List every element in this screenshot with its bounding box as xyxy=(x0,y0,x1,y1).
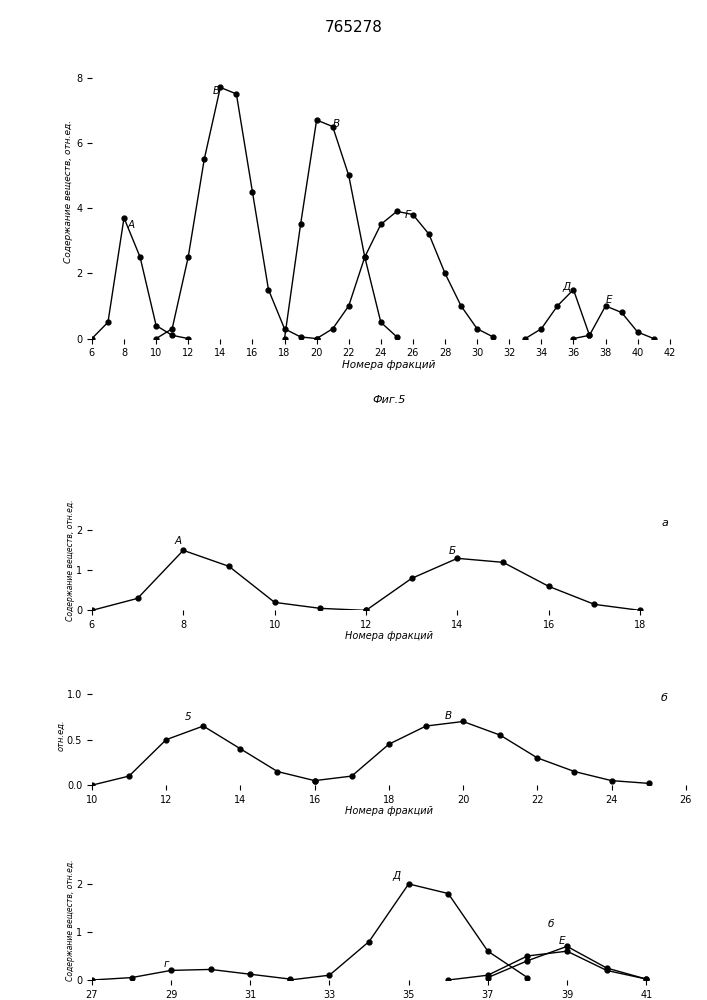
Text: В: В xyxy=(333,119,340,129)
Text: г: г xyxy=(163,959,169,969)
Text: А: А xyxy=(127,220,134,230)
Text: а: а xyxy=(661,518,668,528)
X-axis label: Номера фракций: Номера фракций xyxy=(345,631,433,641)
X-axis label: Номера фракций: Номера фракций xyxy=(345,806,433,816)
Text: 5: 5 xyxy=(185,712,192,722)
Text: Д: Д xyxy=(562,282,571,292)
X-axis label: Номера фракций: Номера фракций xyxy=(342,360,436,370)
Text: В: В xyxy=(445,711,452,721)
Text: Г: Г xyxy=(405,210,411,220)
Text: Д: Д xyxy=(393,871,401,881)
Text: 765278: 765278 xyxy=(325,20,382,35)
Text: Б: Б xyxy=(448,546,455,556)
Y-axis label: Содержание веществ, отн.ед.: Содержание веществ, отн.ед. xyxy=(66,859,74,981)
Text: А: А xyxy=(174,536,181,546)
Text: Е: Е xyxy=(605,295,612,305)
Text: Е: Е xyxy=(559,936,566,946)
Text: б: б xyxy=(661,693,668,703)
Y-axis label: отн.ед.: отн.ед. xyxy=(57,719,66,751)
Text: Фиг.5: Фиг.5 xyxy=(372,395,406,405)
Y-axis label: Содержание веществ, отн.ед.: Содержание веществ, отн.ед. xyxy=(66,500,74,621)
Y-axis label: Содержание веществ, отн.ед.: Содержание веществ, отн.ед. xyxy=(64,120,73,263)
Text: Б: Б xyxy=(212,86,219,96)
Text: б: б xyxy=(547,919,554,929)
